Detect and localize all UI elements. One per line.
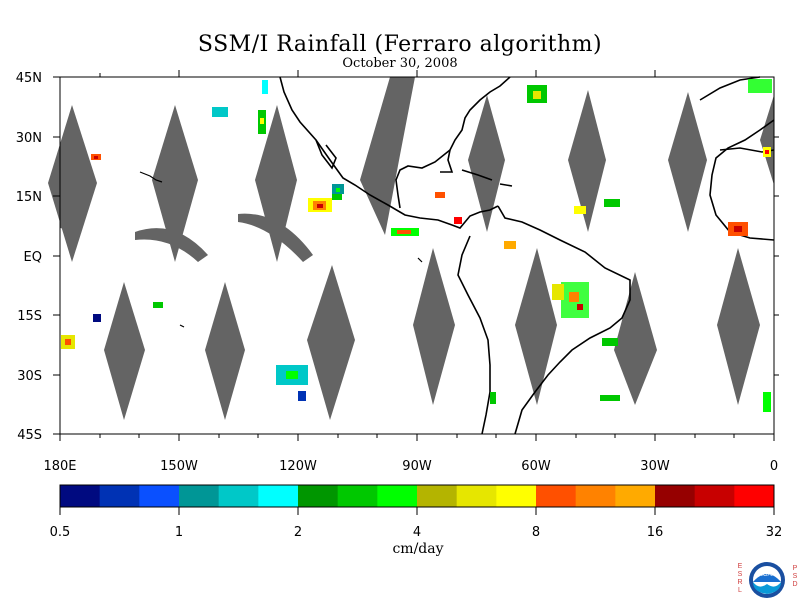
cbar-label-1: 1: [175, 525, 183, 540]
coast-sa-east: [497, 205, 631, 435]
cbar-label-0p5: 0.5: [50, 525, 71, 540]
colorbar-segment: [139, 485, 180, 507]
noaa-text: NOAA: [758, 572, 775, 578]
lon-label-90w: 90W: [402, 459, 432, 474]
logo-letter-p: P: [793, 565, 798, 572]
colorbar-segment: [60, 485, 101, 507]
island-hawaii: [139, 171, 163, 183]
lat-label-45n: 45N: [16, 71, 42, 86]
colorbar-segment: [377, 485, 418, 507]
coast-sa-west: [457, 235, 491, 435]
map-title: SSM/I Rainfall (Ferraro algorithm): [197, 32, 603, 57]
logo-letter-s2: S: [793, 573, 798, 580]
colorbar-segment: [496, 485, 537, 507]
colorbar-segment: [536, 485, 577, 507]
colorbar-segment: [298, 485, 339, 507]
cbar-label-2: 2: [294, 525, 302, 540]
island-galapagos: [417, 257, 423, 263]
swath-gap: [360, 77, 415, 235]
rain-patches: [61, 79, 772, 412]
logo-letter-r: R: [737, 579, 742, 586]
swath-strip: [135, 228, 208, 262]
swath-gap: [307, 265, 355, 420]
lon-labels: 180E 150W 120W 90W 60W 30W 0: [43, 459, 778, 474]
lat-label-15s: 15S: [17, 309, 42, 324]
swath-strip: [60, 215, 72, 230]
lon-ticks: [59, 70, 775, 441]
swath-gap: [568, 90, 606, 232]
logo-letter-e: E: [738, 563, 743, 570]
coast-florida: [440, 149, 454, 173]
colorbar-segment: [417, 485, 458, 507]
swath-gap: [205, 282, 245, 420]
colorbar-segment: [615, 485, 656, 507]
colorbar-segment: [99, 485, 140, 507]
coast-baja: [315, 139, 337, 170]
swath-gap: [468, 95, 505, 232]
colorbar-units: cm/day: [392, 541, 444, 557]
noaa-logo: E S R L P S D NOAA: [737, 562, 798, 598]
colorbar-segment: [258, 485, 299, 507]
colorbar-segment: [218, 485, 259, 507]
lat-label-eq: EQ: [24, 250, 42, 265]
lat-ticks: [53, 76, 779, 435]
islands: [139, 171, 423, 328]
lat-label-30n: 30N: [16, 131, 42, 146]
swath-gap: [614, 272, 657, 405]
colorbar-segment: [575, 485, 616, 507]
lon-label-180e: 180E: [43, 459, 76, 474]
lon-label-0: 0: [770, 459, 778, 474]
lon-label-60w: 60W: [521, 459, 551, 474]
lat-label-15n: 15N: [16, 190, 42, 205]
lat-labels: 45N 30N 15N EQ 15S 30S 45S: [16, 71, 42, 443]
colorbar-ticks: [59, 507, 775, 515]
cbar-label-8: 8: [532, 525, 540, 540]
swath-gap: [668, 92, 707, 232]
map-date: October 30, 2008: [342, 56, 458, 71]
coast-na-west: [279, 76, 499, 229]
colorbar-segment: [655, 485, 696, 507]
swath-gap: [104, 282, 145, 420]
colorbar-tick-labels: 0.5 1 2 4 8 16 32: [50, 525, 783, 540]
coast-na-east: [395, 76, 511, 209]
swath-gap: [413, 248, 455, 405]
cbar-label-16: 16: [647, 525, 664, 540]
swath-gap: [515, 248, 557, 405]
lon-label-120w: 120W: [279, 459, 317, 474]
lon-label-30w: 30W: [640, 459, 670, 474]
swath-gap: [152, 105, 198, 262]
colorbar-segment: [456, 485, 497, 507]
coast-europe: [699, 76, 761, 101]
swath-gap: [760, 95, 774, 185]
lon-label-150w: 150W: [160, 459, 198, 474]
colorbar-segment: [179, 485, 220, 507]
colorbar-segment: [734, 485, 775, 507]
colorbar-segment: [337, 485, 378, 507]
colorbar-segment: [694, 485, 735, 507]
coast-caribbean: [461, 169, 513, 187]
cbar-label-32: 32: [766, 525, 783, 540]
colorbar: [60, 485, 775, 507]
swath-strip: [238, 213, 313, 262]
logo-letter-d: D: [792, 581, 797, 588]
logo-letter-s: S: [738, 571, 743, 578]
coastlines: [279, 76, 775, 435]
island: [179, 324, 185, 328]
swath-gap: [255, 105, 297, 262]
cbar-label-4: 4: [413, 525, 421, 540]
map-area: [60, 77, 774, 434]
swath-gap: [717, 248, 760, 405]
lat-label-45s: 45S: [17, 428, 42, 443]
lat-label-30s: 30S: [17, 369, 42, 384]
logo-letter-l: L: [738, 587, 742, 594]
